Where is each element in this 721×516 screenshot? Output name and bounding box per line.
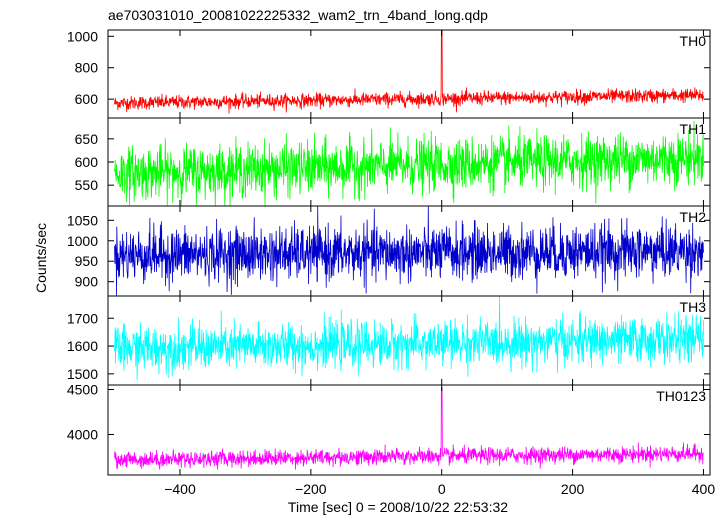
x-tick-label: 400 [692,481,716,497]
y-axis-label: Counts/sec [33,223,49,293]
y-tick-label: 600 [75,91,99,107]
panel-label: TH1 [680,121,707,137]
y-tick-label: 1000 [67,28,98,44]
panel-th0: 600 800 1000 TH0 [67,28,711,119]
chart-title: ae703031010_20081022225332_wam2_trn_4ban… [108,7,488,23]
y-tick-label: 1500 [67,366,98,382]
x-axis: −400 −200 0 200 400 [164,481,715,497]
panel-label: TH2 [680,209,707,225]
y-tick-label: 1000 [67,233,98,249]
series-th3 [114,295,704,381]
series-th0 [114,29,704,114]
series-th1 [114,120,704,207]
x-tick-label: −400 [164,481,196,497]
y-tick-label: 1700 [67,310,98,326]
panel-label: TH3 [680,299,707,315]
series-th2 [114,205,704,297]
panel-th0123: 4000 4500 TH0123 [67,382,711,476]
y-tick-label: 650 [75,131,99,147]
y-tick-label: 950 [75,253,99,269]
y-tick-label: 4000 [67,427,98,443]
y-tick-label: 1050 [67,212,98,228]
series-th0123 [114,387,704,470]
y-tick-label: 600 [75,154,99,170]
x-tick-label: −200 [295,481,327,497]
y-tick-label: 900 [75,274,99,290]
panel-th2: 900 950 1000 1050 TH2 [67,205,711,297]
panel-th3: 1500 1600 1700 TH3 [67,295,711,386]
y-tick-label: 800 [75,60,99,76]
y-tick-label: 4500 [67,382,98,398]
y-tick-label: 550 [75,177,99,193]
panel-label: TH0 [680,33,707,49]
panel-th1: 550 600 650 TH1 [75,117,711,207]
panel-frame [107,384,711,476]
x-tick-label: 0 [438,481,446,497]
x-tick-label: 200 [561,481,585,497]
x-axis-label: Time [sec] 0 = 2008/10/22 22:53:32 [288,499,508,515]
panels: 600 800 1000 TH0 550 600 650 TH1 900 950 1000 1050 T… [67,28,711,476]
panel-label: TH0123 [656,388,706,404]
y-tick-label: 1600 [67,338,98,354]
